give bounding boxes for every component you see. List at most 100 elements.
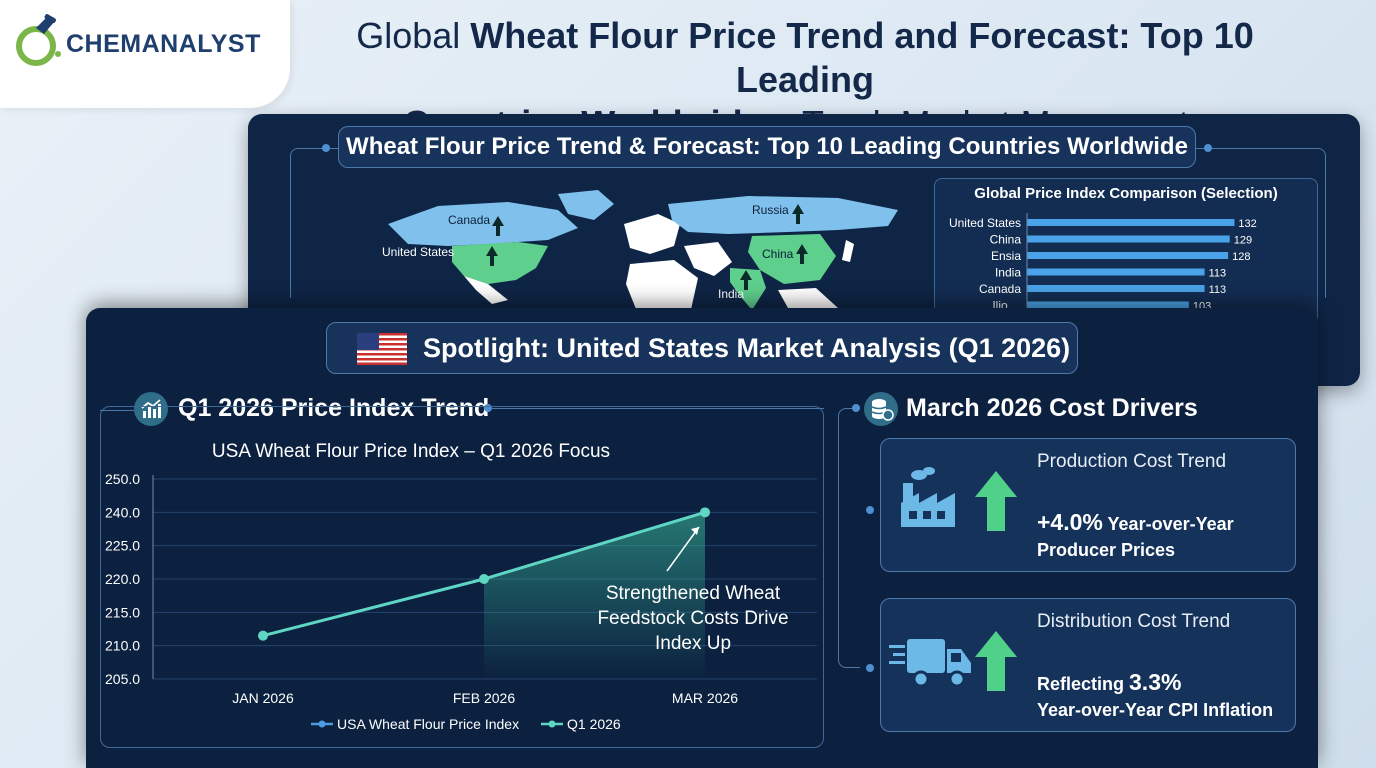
y-tick-label: 240.0: [105, 504, 140, 520]
connector-dot: [866, 664, 874, 672]
annotation-text: Strengthened Wheat: [606, 583, 781, 604]
chart-trend-icon: [134, 392, 168, 426]
map-greenland: [558, 190, 614, 220]
map-label-russia: Russia: [752, 203, 789, 217]
legend-label: USA Wheat Flour Price Index: [337, 716, 519, 732]
bar: [1027, 219, 1235, 226]
line-chart-svg: USA Wheat Flour Price Index – Q1 2026 Fo…: [105, 441, 817, 732]
factory-icon: [901, 467, 955, 527]
up-arrow-icon: [975, 471, 1017, 531]
bar: [1027, 252, 1229, 259]
world-map: Canada United States Russia China India: [382, 190, 898, 384]
world-overview-panel: Wheat Flour Price Trend & Forecast: Top …: [248, 114, 1360, 386]
delivery-truck-icon: [889, 639, 971, 688]
map-label-china: China: [762, 247, 794, 261]
production-cost-line1: +4.0% Year-over-Year: [1037, 509, 1234, 537]
up-arrow-icon: [792, 204, 804, 224]
data-point: [479, 574, 489, 584]
connector-dot: [322, 144, 330, 152]
bar-value-label: 113: [1209, 268, 1227, 280]
map-label-india: India: [718, 287, 744, 301]
spotlight-title: Spotlight: United States Market Analysis…: [423, 333, 1071, 363]
drivers-heading: March 2026 Cost Drivers: [906, 394, 1198, 422]
map-russia: [668, 196, 898, 234]
map-united-states: [452, 242, 548, 284]
legend-label: Q1 2026: [567, 716, 621, 732]
distribution-cost-line1: Reflecting 3.3%: [1037, 669, 1181, 697]
map-middle-east: [684, 242, 732, 276]
distribution-cost-title: Distribution Cost Trend: [1037, 611, 1231, 632]
data-point: [258, 630, 268, 641]
up-arrow-icon: [486, 246, 498, 266]
connector-dot: [866, 506, 874, 514]
map-europe: [624, 214, 680, 254]
map-china: [748, 234, 836, 284]
map-canada: [388, 202, 578, 246]
connector-line: [290, 148, 338, 298]
data-point: [700, 507, 710, 518]
y-tick-label: 205.0: [105, 671, 140, 687]
map-label-united-states: United States: [382, 245, 454, 259]
up-arrow-icon: [492, 216, 504, 236]
bar-value-label: 129: [1234, 235, 1252, 247]
spotlight-title-box: Spotlight: United States Market Analysis…: [326, 322, 1078, 374]
distribution-cost-line2: Year-over-Year CPI Inflation: [1037, 700, 1274, 720]
connector-dot: [484, 404, 492, 412]
production-cost-value: +4.0%: [1037, 509, 1103, 535]
connector-line: [492, 408, 824, 409]
y-tick-label: 210.0: [105, 638, 140, 654]
legend-marker: [318, 720, 326, 728]
spotlight-panel: Spotlight: United States Market Analysis…: [86, 308, 1318, 768]
logo-card: CHEMANALYST: [0, 0, 290, 108]
q1-highlight-area: [484, 512, 705, 679]
connector-line: [1196, 148, 1326, 298]
bar-category-label: United States: [949, 216, 1021, 230]
y-tick-label: 220.0: [105, 571, 140, 587]
production-cost-title: Production Cost Trend: [1037, 451, 1227, 472]
line-chart-box: USA Wheat Flour Price Index – Q1 2026 Fo…: [100, 406, 824, 748]
headline-bold-line1: Wheat Flour Price Trend and Forecast: To…: [470, 15, 1254, 100]
production-cost-card: Production Cost Trend +4.0% Year-over-Ye…: [880, 438, 1296, 572]
trend-heading: Q1 2026 Price Index Trend: [178, 394, 490, 422]
annotation-arrowhead: [691, 527, 699, 535]
chemanalyst-logo-icon: [16, 14, 61, 66]
bar-chart-svg: United States 132 China 129 Ensia 128 India 113…: [949, 213, 1257, 322]
logo-text: CHEMANALYST: [66, 30, 261, 58]
bar: [1027, 268, 1205, 276]
y-tick-label: 225.0: [105, 538, 140, 554]
annotation-arrow: [666, 526, 700, 572]
y-tick-label: 250.0: [105, 471, 140, 487]
connector-dot: [852, 404, 860, 412]
bar: [1027, 285, 1205, 292]
x-tick-label: JAN 2026: [232, 690, 294, 706]
world-panel-title: Wheat Flour Price Trend & Forecast: Top …: [338, 126, 1196, 168]
headline-prefix: Global: [356, 15, 471, 56]
y-tick-label: 215.0: [105, 604, 140, 620]
bar-value-label: 128: [1232, 251, 1250, 263]
bar-category-label: China: [990, 233, 1022, 247]
bar: [1027, 301, 1189, 309]
bar: [1027, 235, 1230, 243]
legend-marker: [548, 720, 556, 728]
x-tick-label: FEB 2026: [453, 690, 515, 706]
bar-category-label: India: [995, 266, 1021, 280]
cost-stack-icon: [864, 392, 898, 426]
map-mexico: [464, 276, 508, 304]
bar-category-label: Canada: [979, 282, 1021, 296]
bar-value-label: 113: [1209, 284, 1227, 296]
map-label-canada: Canada: [448, 213, 490, 227]
annotation-text: Feedstock Costs Drive: [597, 608, 788, 629]
x-tick-label: MAR 2026: [672, 690, 738, 706]
connector-line: [838, 408, 860, 668]
connector-dot: [1204, 144, 1212, 152]
connector-line: [100, 410, 134, 411]
production-cost-line2: Producer Prices: [1037, 540, 1176, 560]
up-arrow-icon: [975, 631, 1017, 691]
distribution-cost-value: 3.3%: [1129, 669, 1182, 695]
map-japan: [842, 240, 854, 262]
bar-category-label: Ensia: [991, 249, 1021, 263]
distribution-cost-card: Distribution Cost Trend Reflecting 3.3% …: [880, 598, 1296, 732]
bar-value-label: 132: [1238, 218, 1256, 230]
us-flag-icon: [357, 333, 407, 365]
up-arrow-icon: [740, 270, 752, 290]
